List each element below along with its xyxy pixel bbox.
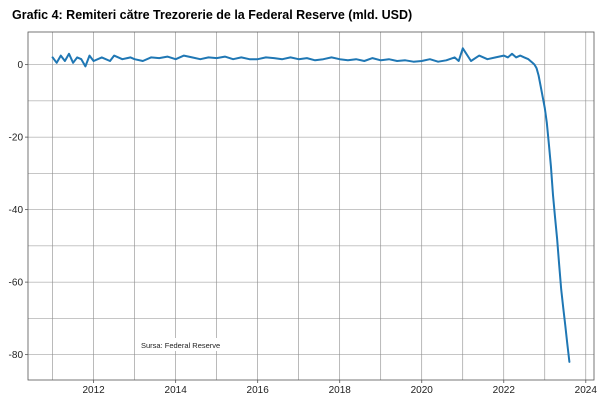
grid-layer: [28, 32, 594, 380]
x-tick-label-2022: 2022: [493, 385, 516, 396]
plot-frame: [27, 31, 595, 381]
x-tick-label-2012: 2012: [82, 385, 105, 396]
source-note: Sursa: Federal Reserve: [141, 341, 220, 350]
y-tick-label--60: -60: [9, 278, 24, 289]
x-tick-label-2014: 2014: [165, 385, 188, 396]
chart-title: Grafic 4: Remiteri către Trezorerie de l…: [12, 8, 413, 22]
series-line-0: [51, 47, 571, 363]
y-tick-label--40: -40: [9, 205, 24, 216]
series-layer: [51, 47, 571, 363]
y-tick-label--20: -20: [9, 133, 24, 144]
tick-layer: 2012 2014 2016 2018 2020 2022 2024 0 -20 -40 -60 -8…: [9, 60, 598, 396]
source-note-box: [136, 338, 228, 351]
y-tick-label-0: 0: [17, 60, 23, 71]
x-tick-label-2018: 2018: [329, 385, 352, 396]
x-tick-label-2024: 2024: [575, 385, 598, 396]
x-tick-label-2020: 2020: [411, 385, 434, 396]
x-tick-label-2016: 2016: [247, 385, 270, 396]
y-tick-label--80: -80: [9, 350, 24, 361]
